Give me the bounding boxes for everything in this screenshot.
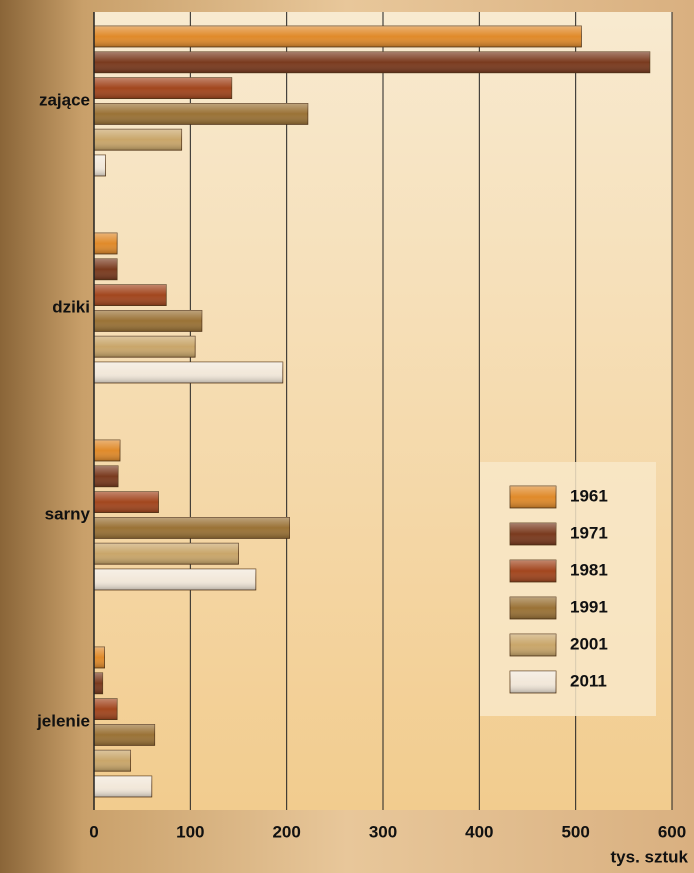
legend-label: 1981	[570, 560, 608, 579]
bar	[93, 309, 203, 332]
y-tick-label: sarny	[45, 504, 91, 523]
bar	[93, 672, 104, 695]
x-tick-label: 100	[176, 822, 204, 841]
bar	[93, 775, 153, 798]
bar	[93, 284, 167, 307]
bar	[93, 749, 132, 772]
legend-swatch-shine	[510, 597, 556, 619]
bar	[93, 724, 156, 746]
bar	[93, 361, 284, 384]
bar	[93, 335, 196, 358]
bar	[93, 128, 183, 151]
bar	[93, 646, 105, 669]
y-tick-label: dziki	[52, 297, 90, 316]
legend-box	[480, 462, 656, 716]
bar	[93, 232, 118, 255]
x-tick-label: 500	[561, 822, 589, 841]
legend-swatch-shine	[510, 523, 556, 545]
bar	[93, 542, 239, 565]
x-tick-label: 300	[369, 822, 397, 841]
legend-swatch-shine	[510, 634, 556, 656]
y-tick-label: zające	[39, 90, 90, 109]
x-tick-label: 400	[465, 822, 493, 841]
bar	[93, 517, 290, 539]
legend-swatch-shine	[510, 560, 556, 582]
bar	[93, 25, 582, 48]
bar	[93, 439, 121, 462]
legend-label: 2001	[570, 634, 608, 653]
bar	[93, 465, 119, 488]
legend-label: 1961	[570, 486, 608, 505]
legend-swatch-shine	[510, 671, 556, 693]
bar	[93, 154, 106, 177]
x-tick-label: 200	[272, 822, 300, 841]
x-tick-label: 0	[89, 822, 98, 841]
legend-label: 2011	[570, 671, 607, 690]
legend-swatch-shine	[510, 486, 556, 508]
bar	[93, 103, 309, 125]
x-axis-label: tys. sztuk	[611, 847, 689, 866]
legend-label: 1971	[570, 523, 608, 542]
bar	[93, 491, 159, 514]
bar	[93, 77, 233, 99]
legend-label: 1991	[570, 597, 608, 616]
bar	[93, 698, 118, 720]
bar	[93, 568, 257, 591]
y-tick-label: jelenie	[36, 711, 90, 730]
x-tick-label: 600	[658, 822, 686, 841]
bar	[93, 258, 118, 281]
bar	[93, 51, 651, 74]
